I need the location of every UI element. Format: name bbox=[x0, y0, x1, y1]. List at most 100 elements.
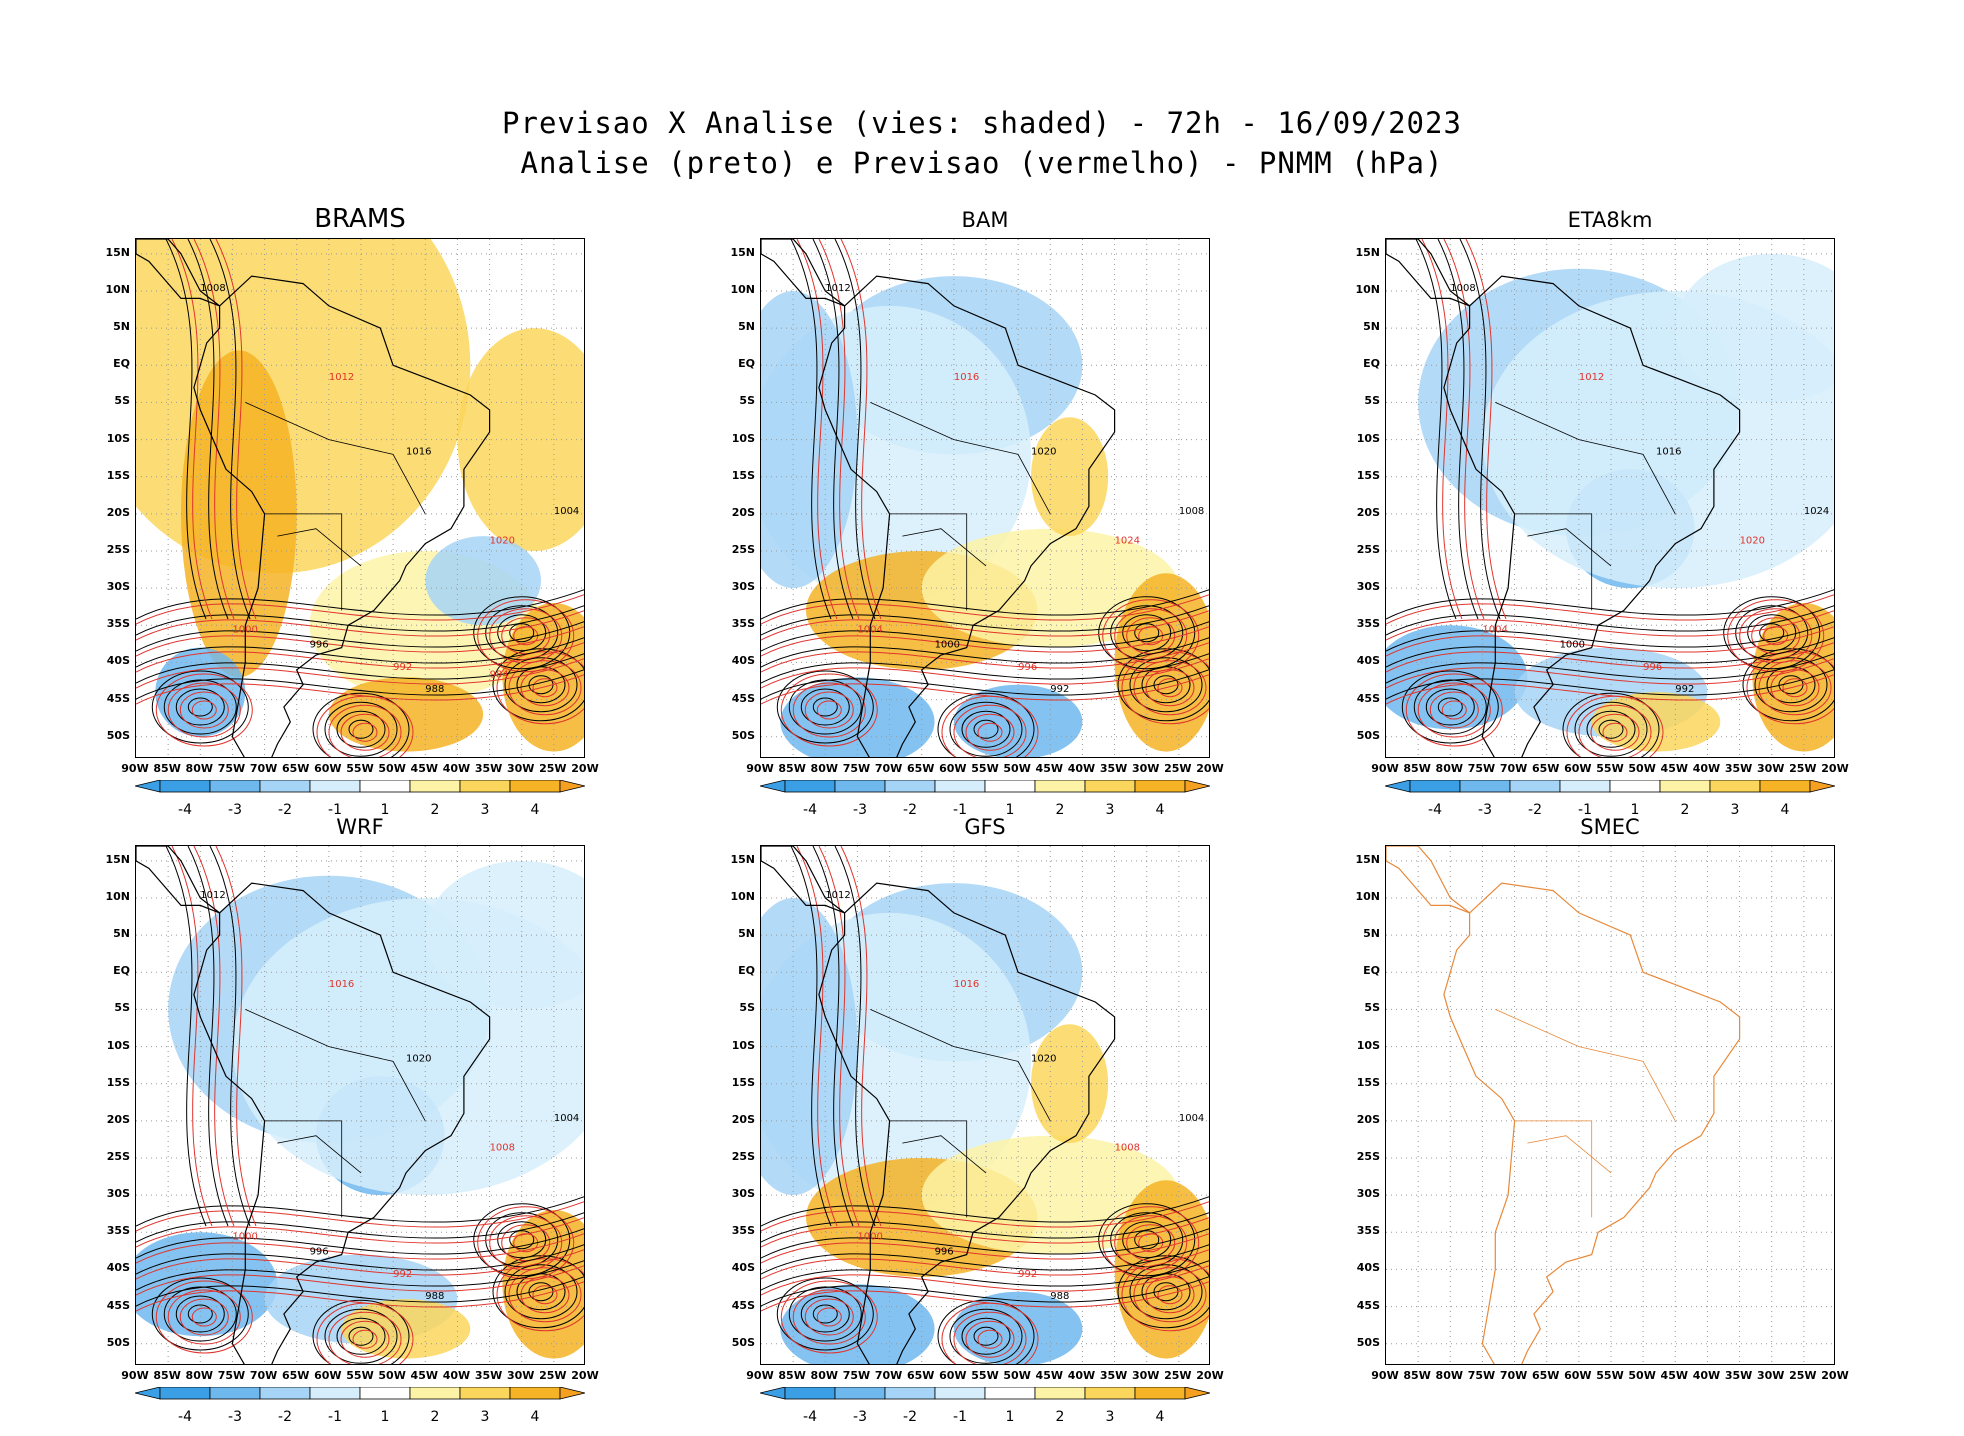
analysis-contour bbox=[1098, 1203, 1196, 1277]
forecast-contour bbox=[1782, 678, 1808, 698]
panel-title: GFS bbox=[964, 815, 1006, 839]
analysis-contour bbox=[175, 1295, 225, 1333]
x-tick-label: 70W bbox=[1499, 762, 1528, 775]
forecast-isobar bbox=[1386, 626, 1834, 657]
colorbar-label: 4 bbox=[1155, 802, 1165, 818]
panel-title: BAM bbox=[961, 208, 1009, 232]
forecast-contour bbox=[496, 1258, 584, 1332]
y-tick-label: 35S bbox=[731, 617, 755, 631]
contour-label: 988 bbox=[1050, 1291, 1069, 1302]
colorbar: -4 -3 -2 -1 1 2 3 4 bbox=[759, 1386, 1211, 1427]
analysis-contour bbox=[175, 688, 225, 726]
colorbar-label: 1 bbox=[1005, 802, 1015, 818]
contour-label: 1012 bbox=[200, 890, 225, 901]
country-border bbox=[902, 1135, 987, 1174]
analysis-contour bbox=[800, 688, 850, 726]
x-tick-label: 55W bbox=[346, 762, 374, 775]
colorbar-label: -4 bbox=[803, 1409, 817, 1425]
x-tick-label: 50W bbox=[1628, 762, 1656, 775]
x-tick-label: 75W bbox=[1467, 762, 1496, 775]
forecast-isobar bbox=[761, 626, 1209, 657]
colorbar-arrow-right bbox=[559, 779, 586, 793]
y-tick-label: 30S bbox=[106, 580, 130, 594]
colorbar-label: -3 bbox=[853, 1409, 867, 1425]
x-tick-label: 35W bbox=[1724, 762, 1753, 775]
forecast-contour bbox=[191, 700, 217, 720]
colorbar-segment bbox=[1409, 779, 1461, 793]
forecast-contour bbox=[532, 678, 558, 698]
contour-label: 1004 bbox=[554, 1113, 579, 1124]
bias-shading bbox=[502, 1210, 584, 1359]
x-tick-label: 90W bbox=[746, 1369, 774, 1382]
forecast-isobar bbox=[818, 846, 860, 1227]
forecast-contour bbox=[340, 1320, 390, 1358]
x-tick-label: 90W bbox=[746, 762, 774, 775]
colorbar-segment bbox=[409, 779, 461, 793]
colorbar-segment bbox=[1559, 779, 1611, 793]
x-tick-label: 20W bbox=[1196, 762, 1224, 775]
bias-shading bbox=[1752, 603, 1834, 752]
analysis-isobar bbox=[209, 846, 251, 1227]
colorbar-segment bbox=[984, 1386, 1036, 1400]
x-tick-label: 50W bbox=[1628, 1369, 1656, 1382]
analysis-contour bbox=[163, 679, 237, 735]
figure-title-line-2: Analise (preto) e Previsao (vermelho) - … bbox=[520, 146, 1444, 180]
x-tick-label: 20W bbox=[571, 762, 599, 775]
x-tick-label: 80W bbox=[1435, 762, 1463, 775]
colorbar-label: -4 bbox=[1428, 802, 1442, 818]
y-tick-label: 15N bbox=[105, 852, 130, 866]
forecast-isobar bbox=[761, 642, 1209, 673]
colorbar-label: 3 bbox=[1105, 802, 1115, 818]
y-tick-label: 15S bbox=[731, 1075, 755, 1089]
colorbar-label: 3 bbox=[1105, 1409, 1115, 1425]
analysis-isobar bbox=[136, 653, 584, 684]
colorbar-segment bbox=[784, 779, 836, 793]
y-tick-label: 30S bbox=[106, 1187, 130, 1201]
analysis-isobar bbox=[761, 621, 1209, 652]
map-canvas bbox=[1386, 846, 1834, 1364]
colorbar-label: -1 bbox=[953, 802, 967, 818]
colorbar-arrow-left bbox=[134, 1386, 161, 1400]
colorbar-label: 2 bbox=[1055, 802, 1065, 818]
x-tick-label: 25W bbox=[539, 1369, 567, 1382]
country-border bbox=[264, 513, 343, 611]
south-america-outline bbox=[1443, 882, 1741, 1364]
forecast-isobar bbox=[215, 846, 257, 1227]
analysis-contour bbox=[800, 1295, 850, 1333]
colorbar-label: -1 bbox=[1578, 802, 1592, 818]
contour-label: 1012 bbox=[329, 372, 354, 383]
x-tick-label: 65W bbox=[906, 1369, 935, 1382]
x-tick-label: 85W bbox=[778, 762, 806, 775]
x-tick-label: 65W bbox=[1531, 762, 1560, 775]
bias-shading bbox=[1591, 692, 1721, 752]
forecast-isobar bbox=[136, 1249, 584, 1280]
contour-label: 996 bbox=[935, 1247, 954, 1258]
y-tick-label: 45S bbox=[1356, 1298, 1380, 1312]
analysis-isobar bbox=[1386, 669, 1834, 700]
contour-label: 1024 bbox=[1115, 536, 1140, 547]
analysis-contour bbox=[1586, 710, 1636, 748]
colorbar-segment bbox=[159, 779, 211, 793]
y-tick-label: 10N bbox=[730, 890, 755, 903]
y-tick-label: 15S bbox=[1356, 1075, 1380, 1089]
colorbar-segment bbox=[259, 779, 311, 793]
forecast-contour bbox=[477, 599, 575, 673]
y-tick-label: 10N bbox=[105, 283, 130, 296]
x-tick-label: 75W bbox=[217, 1369, 246, 1382]
x-tick-label: 25W bbox=[1164, 762, 1192, 775]
forecast-contour bbox=[1578, 704, 1652, 757]
y-tick-label: EQ bbox=[1363, 964, 1380, 978]
y-tick-label: 10S bbox=[731, 431, 755, 445]
contour-label: 1024 bbox=[1804, 506, 1829, 517]
x-tick-label: 60W bbox=[1564, 762, 1592, 775]
forecast-isobar bbox=[136, 610, 584, 641]
contour-label: 1000 bbox=[232, 1232, 257, 1243]
x-tick-label: 45W bbox=[1035, 762, 1063, 775]
x-tick-label: 40W bbox=[1692, 762, 1721, 775]
forecast-contour bbox=[179, 1298, 229, 1336]
forecast-contour bbox=[1441, 700, 1467, 720]
y-tick-label: 40S bbox=[731, 1261, 755, 1275]
forecast-isobar bbox=[1386, 594, 1834, 625]
forecast-contour bbox=[489, 1215, 563, 1271]
forecast-isobar bbox=[761, 1201, 1209, 1232]
